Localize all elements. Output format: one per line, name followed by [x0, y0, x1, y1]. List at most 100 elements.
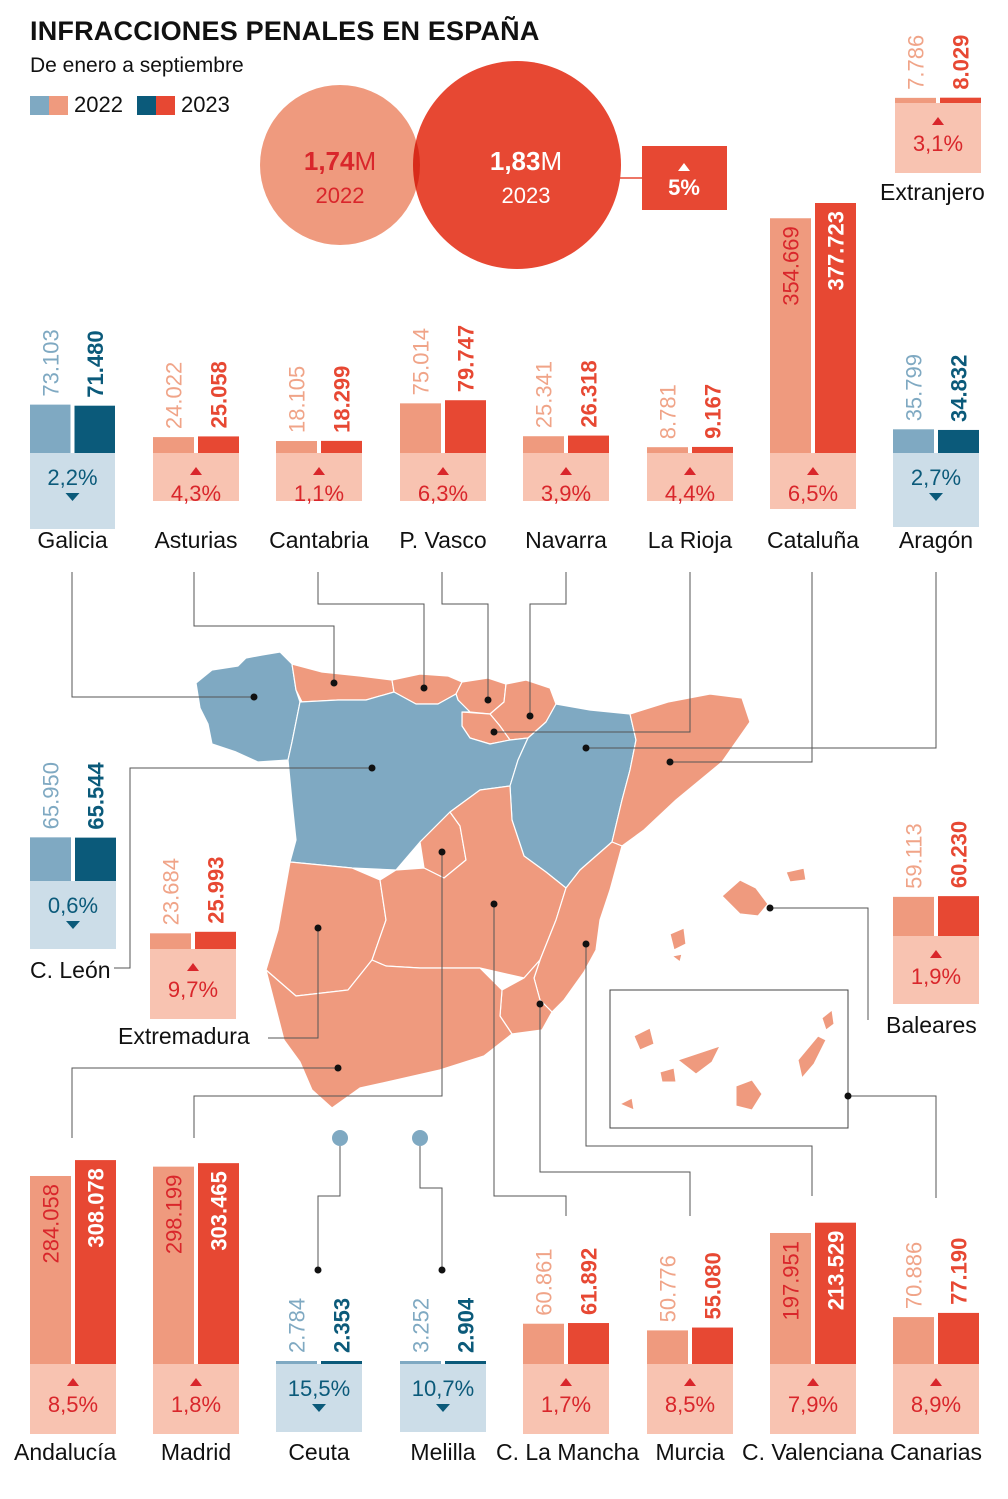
change-box-la-rioja — [647, 453, 733, 501]
change-label-murcia: 8,5% — [665, 1392, 715, 1417]
bar-2023-canarias — [938, 1312, 979, 1364]
up-arrow-icon-cataluna — [807, 467, 819, 475]
bar-2023-c-leon — [75, 837, 116, 881]
value-label-2023-ceuta: 2.353 — [330, 1298, 355, 1353]
canarias-inset-frame — [609, 989, 849, 1129]
legend-swatch-2023-increase — [155, 95, 175, 115]
up-arrow-icon-p-vasco — [437, 467, 449, 475]
legend-swatch-2022-decrease — [30, 95, 49, 115]
connector-lines — [71, 572, 937, 1274]
value-label-2022-la-rioja: 8.781 — [656, 384, 681, 439]
region-group-andalucia: 284.058 308.078 8,5% Andalucía — [14, 1160, 117, 1465]
connector-dot — [490, 728, 498, 736]
value-label-2023-asturias: 25.058 — [207, 361, 232, 428]
up-arrow-icon-navarra — [560, 467, 572, 475]
region-group-cantabria: 18.105 18.299 1,1% Cantabria — [269, 366, 369, 553]
region-name-c-valenciana: C. Valenciana — [742, 1439, 884, 1465]
up-arrow-icon-madrid — [190, 1378, 202, 1386]
canarias-inset — [609, 989, 849, 1129]
down-arrow-icon-c-leon — [66, 921, 80, 929]
value-label-2023-cataluna: 377.723 — [824, 211, 849, 291]
connector-line — [539, 1004, 691, 1216]
value-label-2022-murcia: 50.776 — [656, 1255, 681, 1322]
region-name-aragon: Aragón — [899, 527, 973, 553]
bar-2022-melilla — [400, 1361, 441, 1364]
change-label-navarra: 3,9% — [541, 481, 591, 506]
map-island-gran-canaria — [735, 1079, 763, 1111]
bar-2023-navarra — [568, 435, 609, 453]
change-box-p-vasco — [400, 453, 486, 501]
change-label-extremadura: 9,7% — [168, 977, 218, 1002]
bar-2023-extremadura — [195, 931, 236, 949]
change-label-melilla: 10,7% — [412, 1376, 474, 1401]
total-2022-year: 2022 — [316, 183, 365, 208]
region-name-ceuta: Ceuta — [288, 1439, 350, 1465]
region-name-cantabria: Cantabria — [269, 527, 369, 553]
bar-2023-extranjero — [940, 97, 981, 103]
change-box-aragon — [893, 453, 979, 527]
connector-dot — [526, 712, 534, 720]
map-region-andalucia — [265, 959, 513, 1109]
connector-dot — [766, 904, 774, 912]
connector-line — [317, 1146, 341, 1270]
totals-group: 1,74M 2022 1,83M 2023 5% — [260, 61, 727, 269]
bar-2023-melilla — [445, 1361, 486, 1364]
up-arrow-icon-cantabria — [313, 467, 325, 475]
legend-swatch-2022-increase — [49, 95, 68, 115]
value-label-2023-madrid: 303.465 — [207, 1171, 232, 1251]
down-arrow-icon-ceuta — [312, 1404, 326, 1412]
connector-line — [71, 572, 254, 698]
value-label-2022-extranjero: 7.786 — [904, 35, 929, 90]
legend-label-2023: 2023 — [180, 92, 230, 117]
connector-line — [585, 944, 813, 1196]
legend: 2022 2023 — [30, 92, 244, 118]
bar-2022-galicia — [30, 404, 71, 453]
bar-2022-canarias — [893, 1317, 934, 1364]
region-group-canarias: 70.886 77.190 8,9% Canarias — [890, 1238, 982, 1465]
value-label-2023-p-vasco: 79.747 — [454, 325, 479, 392]
change-box-c-la-mancha — [523, 1364, 609, 1434]
value-label-2023-galicia: 71.480 — [83, 330, 108, 397]
connector-line — [494, 572, 691, 733]
up-arrow-icon-extranjero — [932, 117, 944, 125]
value-label-2022-extremadura: 23.684 — [159, 858, 184, 925]
connector-dot — [314, 924, 322, 932]
region-name-andalucia: Andalucía — [14, 1439, 117, 1465]
bar-2023-galicia — [74, 405, 115, 453]
connector-line — [529, 572, 567, 716]
up-arrow-icon-canarias — [930, 1378, 942, 1386]
value-label-2022-baleares: 59.113 — [902, 823, 927, 889]
bar-2022-murcia — [647, 1330, 688, 1364]
change-label-madrid: 1,8% — [171, 1392, 221, 1417]
connector-dot — [582, 940, 590, 948]
change-label-ceuta: 15,5% — [288, 1376, 350, 1401]
bar-2022-aragon — [893, 429, 934, 453]
value-label-2022-ceuta: 2.784 — [285, 1298, 310, 1353]
change-label-cantabria: 1,1% — [294, 481, 344, 506]
value-label-2022-madrid: 298.199 — [162, 1175, 187, 1255]
region-group-galicia: 73.103 71.480 2,2% Galicia — [30, 329, 115, 553]
connector-line — [770, 907, 869, 1020]
map-island-tenerife — [676, 1045, 721, 1075]
change-box-cantabria — [276, 453, 362, 501]
up-arrow-icon-extremadura — [187, 963, 199, 971]
connector-dot — [250, 693, 258, 701]
region-group-cataluna: 354.669 377.723 6,5% Cataluña — [767, 203, 859, 553]
value-label-2022-cantabria: 18.105 — [285, 366, 310, 433]
map-island-la-gomera — [659, 1067, 677, 1083]
connector-line — [848, 1095, 937, 1198]
region-group-madrid: 298.199 303.465 1,8% Madrid — [153, 1163, 239, 1465]
connector-line — [419, 1146, 443, 1270]
change-label-andalucia: 8,5% — [48, 1392, 98, 1417]
value-label-2023-c-leon: 65.544 — [84, 762, 109, 830]
connector-dot — [484, 696, 492, 704]
connector-dot — [438, 1266, 446, 1274]
bar-2023-madrid — [198, 1163, 239, 1364]
value-label-2022-canarias: 70.886 — [902, 1242, 927, 1309]
value-label-2022-navarra: 25.341 — [532, 361, 557, 428]
total-change-box — [642, 146, 727, 210]
value-label-2023-la-rioja: 9.167 — [701, 384, 726, 439]
bar-2022-la-rioja — [647, 447, 688, 453]
change-box-c-valenciana — [770, 1364, 856, 1434]
